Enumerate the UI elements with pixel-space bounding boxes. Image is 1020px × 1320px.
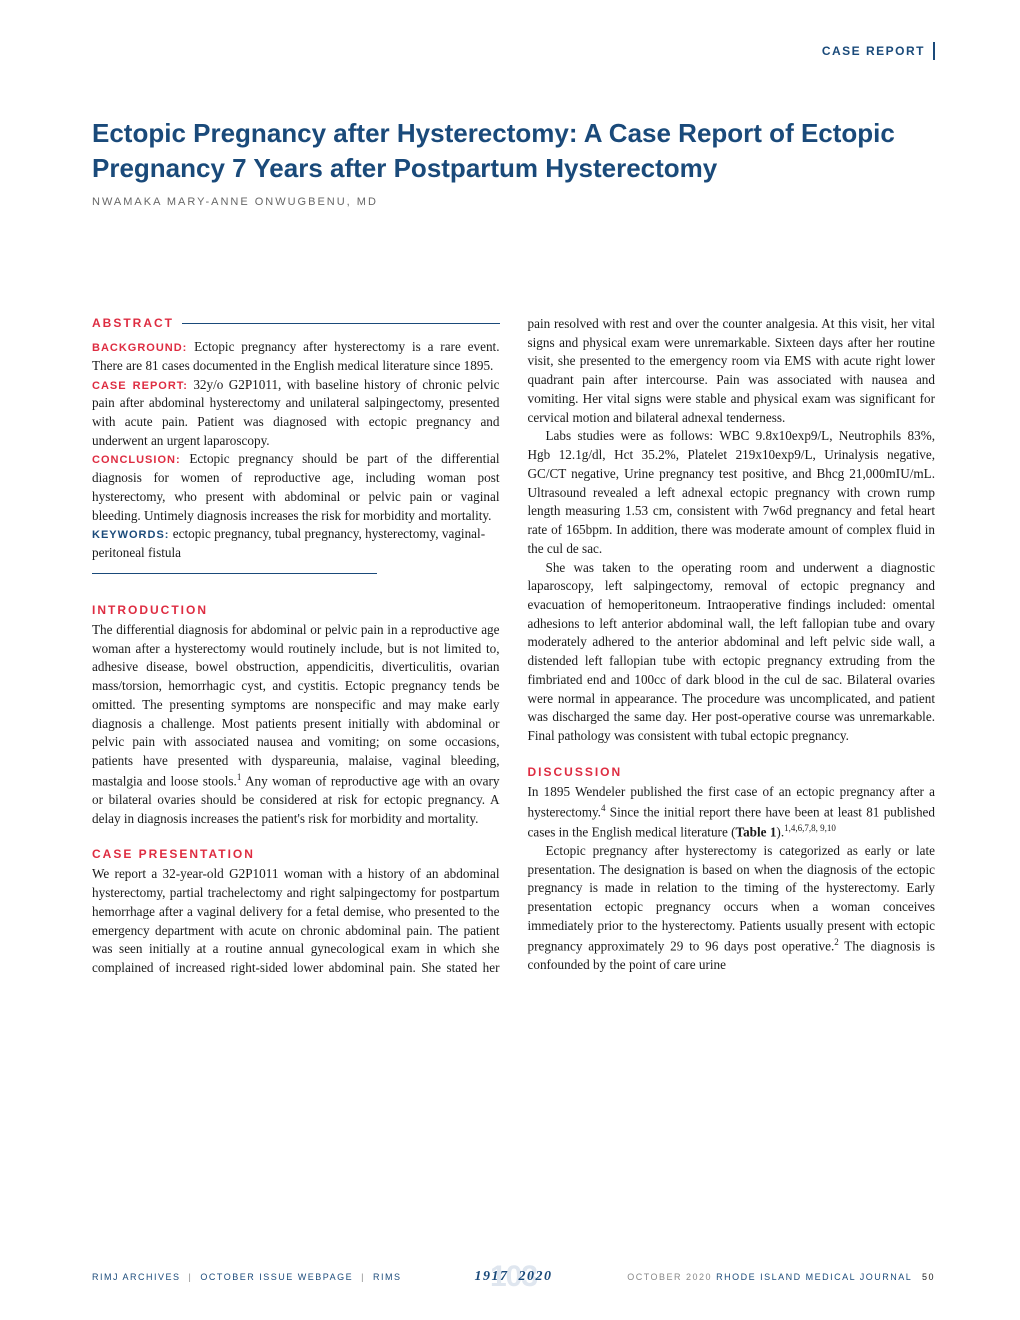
article-author: NWAMAKA MARY-ANNE ONWUGBENU, MD bbox=[92, 196, 378, 208]
footer-left: RIMJ ARCHIVES | OCTOBER ISSUE WEBPAGE | … bbox=[92, 1272, 405, 1282]
discussion-p2a: Ectopic pregnancy after hysterectomy is … bbox=[528, 843, 936, 953]
abstract-background: BACKGROUND: Ectopic pregnancy after hyst… bbox=[92, 338, 500, 375]
case-presentation-p3: She was taken to the operating room and … bbox=[528, 559, 936, 746]
footer-center: 103 1917 2020 bbox=[475, 1269, 553, 1285]
abstract-header-rule bbox=[182, 323, 500, 324]
introduction-header: INTRODUCTION bbox=[92, 602, 500, 619]
discussion-p1-citation2: 1,4,6,7,8, 9,10 bbox=[784, 823, 836, 833]
page-footer: RIMJ ARCHIVES | OCTOBER ISSUE WEBPAGE | … bbox=[92, 1272, 935, 1282]
abstract-case-label: CASE REPORT: bbox=[92, 380, 188, 392]
abstract-keywords: KEYWORDS: ectopic pregnancy, tubal pregn… bbox=[92, 525, 500, 562]
article-title: Ectopic Pregnancy after Hysterectomy: A … bbox=[92, 116, 928, 186]
footer-journal: RHODE ISLAND MEDICAL JOURNAL bbox=[716, 1272, 912, 1282]
case-presentation-p2: Labs studies were as follows: WBC 9.8x10… bbox=[528, 427, 936, 558]
footer-issue-link[interactable]: OCTOBER ISSUE WEBPAGE bbox=[200, 1272, 353, 1282]
discussion-p2: Ectopic pregnancy after hysterectomy is … bbox=[528, 842, 936, 975]
introduction-p1: The differential diagnosis for abdominal… bbox=[92, 621, 500, 828]
footer-page-number: 50 bbox=[922, 1272, 935, 1282]
abstract-conclusion-label: CONCLUSION: bbox=[92, 454, 181, 466]
article-body: ABSTRACT BACKGROUND: Ectopic pregnancy a… bbox=[92, 315, 935, 1230]
introduction-p1a: The differential diagnosis for abdominal… bbox=[92, 622, 500, 788]
footer-right: OCTOBER 2020 RHODE ISLAND MEDICAL JOURNA… bbox=[627, 1272, 935, 1282]
abstract-header: ABSTRACT bbox=[92, 315, 500, 332]
abstract-keywords-label: KEYWORDS: bbox=[92, 529, 169, 541]
discussion-table-ref: Table 1 bbox=[736, 824, 777, 839]
abstract-background-label: BACKGROUND: bbox=[92, 342, 187, 354]
abstract-end-rule bbox=[92, 573, 377, 574]
footer-archives-link[interactable]: RIMJ ARCHIVES bbox=[92, 1272, 181, 1282]
discussion-p1: In 1895 Wendeler published the first cas… bbox=[528, 783, 936, 842]
discussion-header: DISCUSSION bbox=[528, 764, 936, 781]
discussion-p1c: ). bbox=[776, 824, 784, 839]
footer-year-to: 2020 bbox=[519, 1269, 553, 1285]
footer-year-from: 1917 bbox=[475, 1269, 509, 1285]
abstract-conclusion: CONCLUSION: Ectopic pregnancy should be … bbox=[92, 450, 500, 525]
header-rule bbox=[933, 42, 935, 60]
abstract-header-label: ABSTRACT bbox=[92, 315, 174, 332]
footer-sep2: | bbox=[361, 1272, 365, 1282]
footer-rims-link[interactable]: RIMS bbox=[373, 1272, 402, 1282]
case-presentation-header: CASE PRESENTATION bbox=[92, 846, 500, 863]
footer-month: OCTOBER 2020 bbox=[627, 1272, 712, 1282]
footer-sep1: | bbox=[189, 1272, 193, 1282]
footer-years: 1917 2020 bbox=[475, 1269, 553, 1285]
document-type-label: CASE REPORT bbox=[822, 44, 925, 58]
abstract-case: CASE REPORT: 32y/o G2P1011, with baselin… bbox=[92, 376, 500, 451]
